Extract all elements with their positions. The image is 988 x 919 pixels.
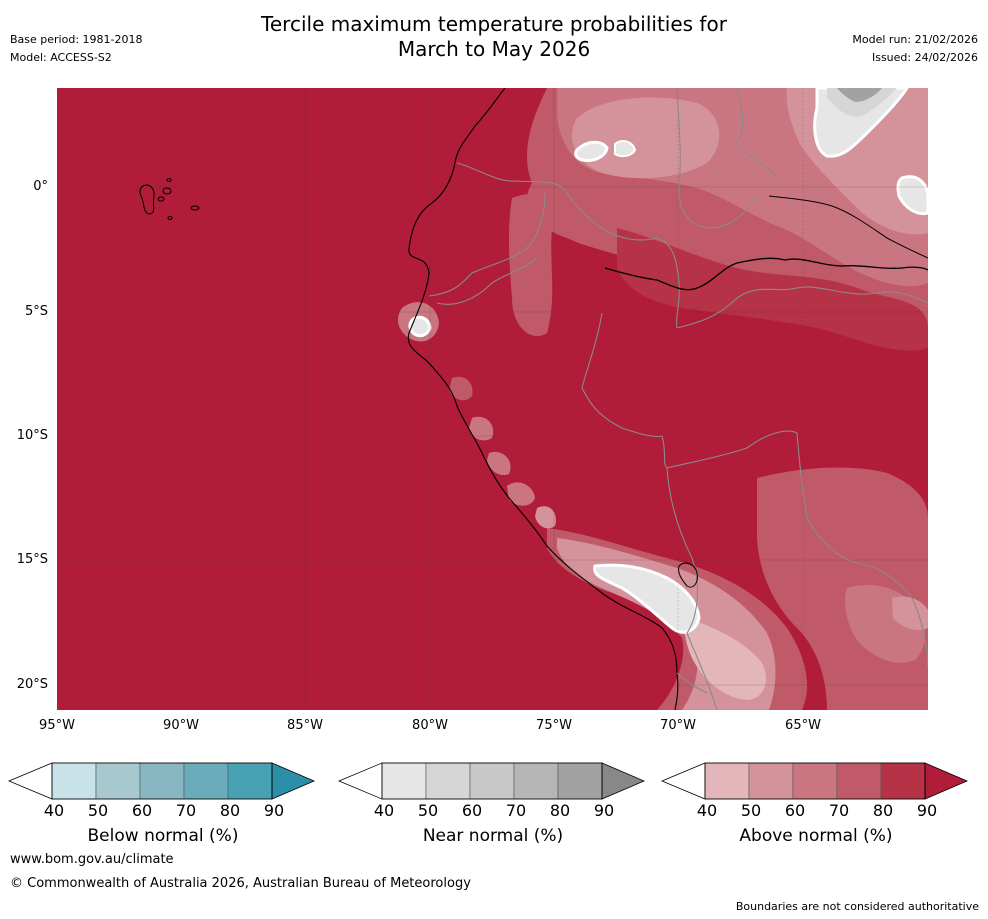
below-colorbar-box: [139, 762, 185, 800]
amazon-probability-band: [508, 194, 553, 337]
near-colorbar-box: [381, 762, 427, 800]
website-link[interactable]: www.bom.gov.au/climate: [10, 852, 174, 867]
above-colorbar-box: [836, 762, 882, 800]
amazon-tributary: [768, 195, 928, 259]
probability-map: [57, 88, 928, 710]
near-colorbar-box: [425, 762, 471, 800]
below-colorbar-box: [227, 762, 273, 800]
above-tick: 70: [828, 801, 850, 820]
near-tick: 80: [549, 801, 571, 820]
lat-label-5s: 5°S: [24, 304, 48, 319]
lon-label-70w: 70°W: [660, 718, 696, 733]
above-tick: 40: [696, 801, 718, 820]
below-tick: 60: [131, 801, 153, 820]
below-tick: 90: [263, 801, 285, 820]
south-america-coastline: [407, 88, 679, 710]
map-title: Tercile maximum temperature probabilitie…: [0, 12, 988, 62]
below-colorbar-box: [183, 762, 229, 800]
peru-coast-patch-4: [487, 451, 511, 476]
below-tick: 40: [43, 801, 65, 820]
near-colorbar-outline: [381, 762, 603, 800]
peru-coast-patch-6: [535, 506, 556, 529]
peru-coast-patch-5: [507, 482, 535, 506]
north-probability-zone-3: [571, 97, 720, 179]
below-tick: 70: [175, 801, 197, 820]
above-colorbar-min-extension: [661, 762, 706, 800]
lon-label-80w: 80°W: [412, 718, 448, 733]
lon-label-65w: 65°W: [785, 718, 821, 733]
lon-label-90w: 90°W: [163, 718, 199, 733]
galapagos-islands: [139, 178, 200, 220]
above-colorbar-box: [748, 762, 794, 800]
below-normal-colorbar: [8, 762, 316, 800]
above-colorbar-box: [704, 762, 750, 800]
near-normal-label: Near normal (%): [422, 826, 564, 846]
map-title-line2: March to May 2026: [397, 37, 591, 61]
above-tick: 80: [872, 801, 894, 820]
lat-label-0: 0°: [33, 179, 48, 194]
above-normal-label: Above normal (%): [739, 826, 893, 846]
near-colorbar-box: [513, 762, 559, 800]
altiplano-zone-3: [684, 618, 767, 700]
below-normal-ticks: 40 50 60 70 80 90: [34, 801, 354, 823]
below-tick: 80: [219, 801, 241, 820]
above-colorbar-outline: [704, 762, 926, 800]
near-tick: 40: [373, 801, 395, 820]
east-bolivia-zone-3: [892, 596, 928, 630]
near-colorbar-min-extension: [338, 762, 383, 800]
below-tick: 50: [87, 801, 109, 820]
above-colorbar-box: [792, 762, 838, 800]
near-tick: 50: [417, 801, 439, 820]
lon-label-95w: 95°W: [39, 718, 75, 733]
near-normal-ticks: 40 50 60 70 80 90: [364, 801, 684, 823]
peru-coast-patch-white: [408, 315, 432, 338]
north-near-normal-zone-3: [837, 88, 882, 102]
near-colorbar-box: [469, 762, 515, 800]
below-colorbar-box: [51, 762, 97, 800]
boundaries-disclaimer: Boundaries are not considered authoritat…: [735, 900, 979, 913]
model-run: Model run: 21/02/2026: [852, 33, 978, 46]
country-borders: [428, 88, 928, 710]
amazon-river: [604, 257, 928, 291]
lake-titicaca: [678, 562, 698, 588]
lat-label-15s: 15°S: [16, 552, 48, 567]
above-tick: 90: [916, 801, 938, 820]
above-normal-colorbar: [661, 762, 969, 800]
above-tick: 60: [784, 801, 806, 820]
lon-label-85w: 85°W: [287, 718, 323, 733]
base-period: Base period: 1981-2018: [10, 33, 143, 46]
near-tick: 90: [593, 801, 615, 820]
colombia-near-normal-patch: [574, 140, 609, 162]
near-colorbar-box: [557, 762, 603, 800]
near-colorbar-max-extension: [601, 762, 646, 800]
copyright-notice: © Commonwealth of Australia 2026, Austra…: [10, 876, 471, 891]
map-title-line1: Tercile maximum temperature probabilitie…: [261, 12, 727, 36]
east-near-normal-patch: [896, 175, 928, 216]
peru-coast-patch-3: [469, 416, 494, 441]
below-colorbar-box: [95, 762, 141, 800]
issued-date: Issued: 24/02/2026: [871, 51, 978, 64]
above-colorbar-box: [880, 762, 926, 800]
below-colorbar-outline: [51, 762, 273, 800]
map-gridlines: [57, 88, 928, 710]
above-normal-ticks: 40 50 60 70 80 90: [687, 801, 987, 823]
colombia-near-normal-patch-2: [614, 140, 637, 158]
lat-label-10s: 10°S: [16, 428, 48, 443]
below-colorbar-max-extension: [271, 762, 316, 800]
near-tick: 60: [461, 801, 483, 820]
below-normal-label: Below normal (%): [87, 826, 239, 846]
near-normal-colorbar: [338, 762, 646, 800]
lon-label-75w: 75°W: [536, 718, 572, 733]
below-colorbar-min-extension: [8, 762, 53, 800]
above-colorbar-max-extension: [924, 762, 969, 800]
model-name: Model: ACCESS-S2: [10, 51, 112, 64]
lat-label-20s: 20°S: [16, 677, 48, 692]
above-tick: 50: [740, 801, 762, 820]
peru-coast-patch-2: [449, 376, 473, 401]
near-tick: 70: [505, 801, 527, 820]
